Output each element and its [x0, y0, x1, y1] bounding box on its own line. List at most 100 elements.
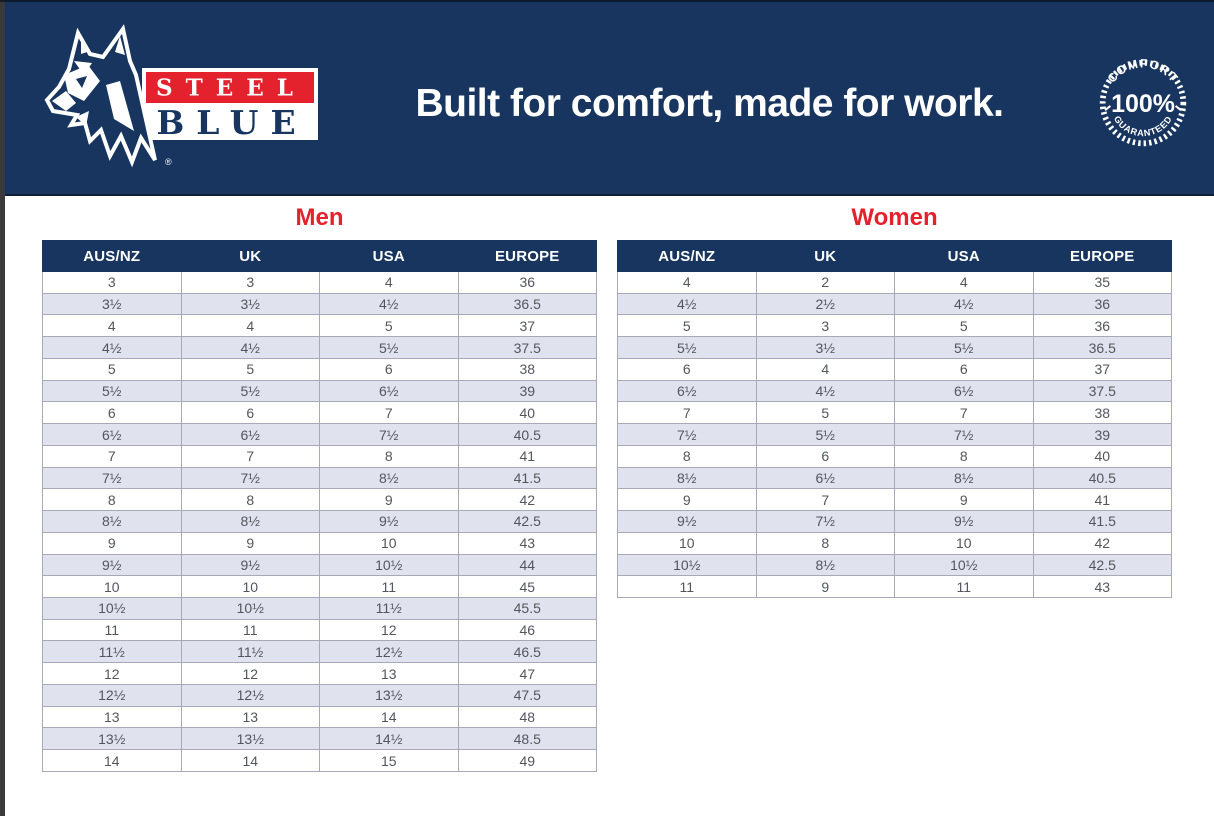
women-size-table: AUS/NZ UK USA EUROPE 4 2 4 35 4½ 2½ 4½ 36 5 3 5 36 5½ 3½ 5… — [617, 240, 1172, 599]
size-cell: 41 — [1032, 488, 1172, 512]
size-cell: 37.5 — [1032, 379, 1172, 403]
table-row: 11 11 12 46 — [42, 618, 597, 642]
table-row: 5½ 5½ 6½ 39 — [42, 379, 597, 403]
size-cell: 10 — [180, 575, 320, 599]
steel-blue-logo-svg: STEEL BLUE ® — [44, 23, 318, 167]
size-cell: 12 — [42, 662, 182, 685]
column-header: AUS/NZ — [617, 240, 757, 272]
men-size-table: AUS/NZ UK USA EUROPE 3 3 4 36 3½ 3½ 4½ 36.5 4 4 5 37 4½ 4… — [42, 240, 597, 772]
table-row: 12½ 12½ 13½ 47.5 — [42, 683, 597, 707]
size-cell: 7 — [42, 444, 182, 468]
size-cell: 7 — [755, 488, 895, 512]
size-cell: 40.5 — [1032, 466, 1172, 490]
size-cell: 5½ — [319, 336, 459, 359]
size-cell: 7 — [894, 401, 1034, 425]
size-cell: 4 — [617, 271, 757, 294]
size-cell: 3 — [42, 271, 182, 294]
column-header: USA — [319, 240, 459, 272]
size-cell: 5½ — [894, 336, 1034, 359]
size-cell: 5½ — [755, 423, 895, 446]
table-row: 10 10 11 45 — [42, 575, 597, 599]
size-cell: 36.5 — [457, 292, 597, 316]
comfort-badge-svg: COMFORT GUARANTEED 100% — [1099, 56, 1187, 147]
registered-mark: ® — [165, 157, 172, 167]
size-cell: 37.5 — [457, 336, 597, 359]
men-title: Men — [295, 204, 344, 231]
size-cell: 47.5 — [457, 683, 597, 707]
table-row: 11 9 11 43 — [617, 575, 1172, 599]
size-cell: 3½ — [755, 336, 895, 359]
size-cell: 3 — [755, 314, 895, 338]
size-cell: 48 — [457, 705, 597, 729]
chart-content: Men AUS/NZ UK USA EUROPE 3 3 4 36 3½ 3½ 4½ 36.5 4 4 5 3… — [0, 196, 1214, 816]
size-cell: 36 — [457, 271, 597, 294]
size-cell: 6½ — [180, 423, 320, 446]
size-cell: 10½ — [894, 553, 1034, 577]
column-header: AUS/NZ — [42, 240, 182, 272]
table-row: 9½ 7½ 9½ 41.5 — [617, 510, 1172, 533]
size-cell: 8 — [42, 488, 182, 512]
size-cell: 4½ — [42, 336, 182, 359]
size-cell: 11 — [180, 618, 320, 642]
size-cell: 8½ — [617, 466, 757, 490]
header-row: AUS/NZ UK USA EUROPE — [617, 240, 1172, 272]
size-cell: 10 — [617, 531, 757, 555]
table-row: 4½ 4½ 5½ 37.5 — [42, 336, 597, 359]
size-cell: 7½ — [617, 423, 757, 446]
size-cell: 4½ — [755, 379, 895, 403]
size-cell: 5½ — [42, 379, 182, 403]
size-cell: 13½ — [180, 727, 320, 751]
size-cell: 39 — [1032, 423, 1172, 446]
size-cell: 9½ — [894, 510, 1034, 533]
size-cell: 4 — [180, 314, 320, 338]
size-cell: 4½ — [617, 292, 757, 316]
size-cell: 47 — [457, 662, 597, 685]
size-cell: 6½ — [617, 379, 757, 403]
column-header: EUROPE — [457, 240, 597, 272]
size-cell: 12½ — [42, 683, 182, 707]
size-cell: 38 — [1032, 401, 1172, 425]
size-cell: 8 — [319, 444, 459, 468]
size-cell: 45.5 — [457, 597, 597, 620]
badge-center-text: 100% — [1111, 90, 1175, 118]
size-cell: 40 — [457, 401, 597, 425]
table-row: 9 7 9 41 — [617, 488, 1172, 512]
men-section: Men AUS/NZ UK USA EUROPE 3 3 4 36 3½ 3½ 4½ 36.5 4 4 5 3… — [42, 203, 597, 772]
size-cell: 39 — [457, 379, 597, 403]
table-row: 5 5 6 38 — [42, 357, 597, 381]
size-cell: 12½ — [319, 640, 459, 664]
table-row: 4 2 4 35 — [617, 271, 1172, 294]
size-cell: 3½ — [180, 292, 320, 316]
size-cell: 14 — [319, 705, 459, 729]
size-cell: 5 — [617, 314, 757, 338]
table-row: 12 12 13 47 — [42, 662, 597, 685]
table-row: 8½ 6½ 8½ 40.5 — [617, 466, 1172, 490]
size-cell: 11½ — [319, 597, 459, 620]
table-row: 5 3 5 36 — [617, 314, 1172, 338]
table-row: 4½ 2½ 4½ 36 — [617, 292, 1172, 316]
size-cell: 6 — [894, 357, 1034, 381]
size-cell: 8½ — [894, 466, 1034, 490]
size-cell: 13 — [42, 705, 182, 729]
size-cell: 12 — [319, 618, 459, 642]
size-cell: 5 — [42, 357, 182, 381]
size-cell: 15 — [319, 749, 459, 772]
column-header: UK — [180, 240, 320, 272]
size-cell: 3 — [180, 271, 320, 294]
size-cell: 40 — [1032, 444, 1172, 468]
size-cell: 14 — [180, 749, 320, 772]
size-cell: 5 — [755, 401, 895, 425]
table-row: 13 13 14 48 — [42, 705, 597, 729]
size-cell: 43 — [457, 531, 597, 555]
size-cell: 6 — [319, 357, 459, 381]
size-cell: 6½ — [755, 466, 895, 490]
size-cell: 9 — [894, 488, 1034, 512]
size-cell: 8 — [894, 444, 1034, 468]
page-top-edge — [0, 0, 1214, 2]
table-row: 11½ 11½ 12½ 46.5 — [42, 640, 597, 664]
size-cell: 11 — [617, 575, 757, 599]
size-cell: 10 — [319, 531, 459, 555]
comfort-badge: COMFORT GUARANTEED 100% — [1095, 55, 1191, 151]
size-cell: 9½ — [319, 510, 459, 533]
logo-word-blue: BLUE — [156, 103, 307, 142]
